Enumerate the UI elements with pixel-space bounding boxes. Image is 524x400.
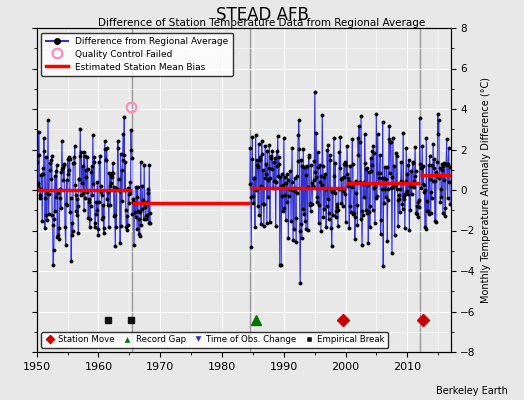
Text: STEAD AFB: STEAD AFB (215, 6, 309, 24)
Y-axis label: Monthly Temperature Anomaly Difference (°C): Monthly Temperature Anomaly Difference (… (481, 77, 492, 303)
Legend: Station Move, Record Gap, Time of Obs. Change, Empirical Break: Station Move, Record Gap, Time of Obs. C… (41, 332, 388, 348)
Text: Berkeley Earth: Berkeley Earth (436, 386, 508, 396)
Text: Difference of Station Temperature Data from Regional Average: Difference of Station Temperature Data f… (99, 18, 425, 28)
